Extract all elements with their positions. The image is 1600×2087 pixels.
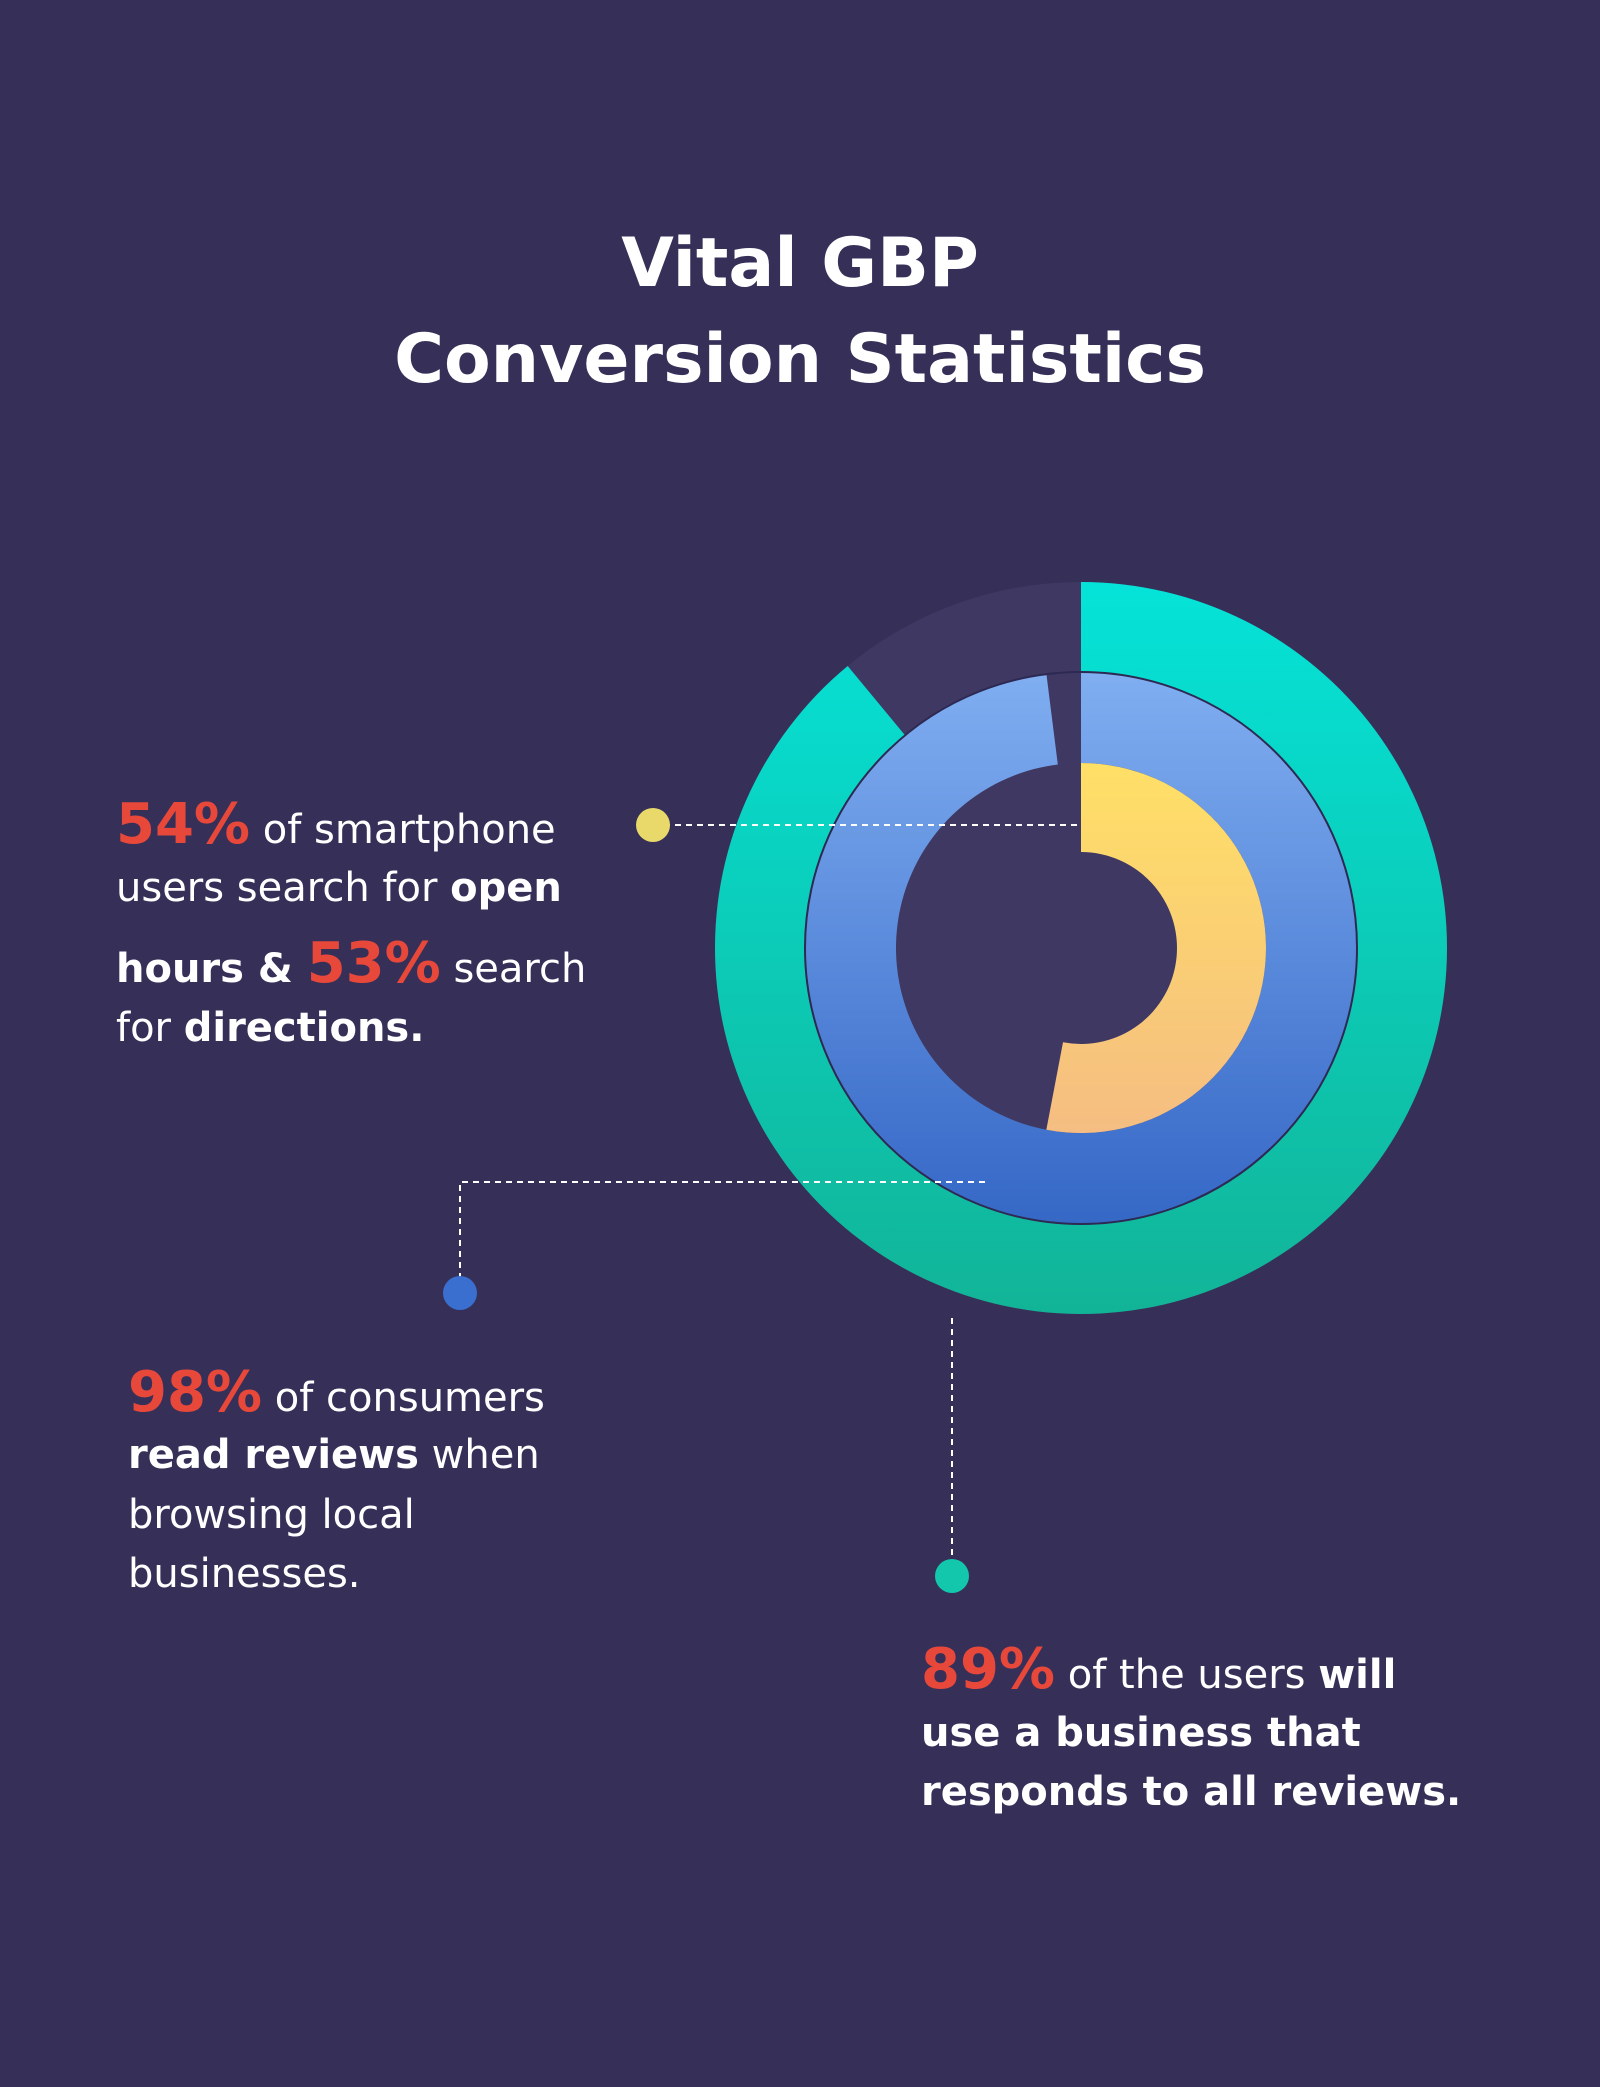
ring-segment: [804, 672, 1357, 1224]
annotation-line: 98% of consumers: [128, 1360, 545, 1425]
annotation-line: users search for open: [116, 865, 562, 911]
ring-segment: [1046, 763, 1266, 1133]
annotation-text: for: [116, 1005, 184, 1051]
stat-highlight: 53%: [307, 931, 441, 996]
annotation-line: browsing local: [128, 1492, 415, 1538]
ring-outline: [804, 671, 1358, 1225]
annotation-text: hours &: [116, 946, 307, 992]
annotation-text: will: [1318, 1652, 1396, 1698]
annotation-text: of smartphone: [250, 807, 556, 853]
annotation-text: when: [419, 1432, 540, 1478]
title-line: Conversion Statistics: [394, 320, 1206, 399]
annotation-line: 89% of the users will: [921, 1637, 1396, 1702]
stat-highlight: 98%: [128, 1360, 262, 1425]
annotation-line: hours & 53% search: [116, 931, 586, 996]
annotation-text: search: [441, 946, 587, 992]
annotation-line: read reviews when: [128, 1432, 540, 1478]
connector: [459, 1181, 985, 1291]
dot: [935, 1559, 969, 1593]
annotation-line: use a business that: [921, 1710, 1361, 1756]
radial-chart: [714, 582, 1447, 1314]
annotation-line: 54% of smartphone: [116, 792, 556, 857]
connectors: [459, 824, 1081, 1576]
annotation-text: read reviews: [128, 1432, 419, 1478]
annotations: 54% of smartphone users search for open ho…: [116, 792, 1461, 1815]
stat-highlight: 89%: [921, 1637, 1055, 1702]
annotation-line: businesses.: [128, 1551, 361, 1597]
annotation-text: use a business that: [921, 1710, 1361, 1756]
annotation-line: responds to all reviews.: [921, 1769, 1461, 1815]
annotation-line: for directions.: [116, 1005, 424, 1051]
annotation-text: businesses.: [128, 1551, 361, 1597]
annotation-text: users search for: [116, 865, 450, 911]
dot: [443, 1276, 477, 1310]
annotation-text: responds to all reviews.: [921, 1769, 1461, 1815]
dot: [636, 808, 670, 842]
annotation-text: directions.: [184, 1005, 425, 1051]
annotation-text: of consumers: [262, 1375, 545, 1421]
stat-highlight: 54%: [116, 792, 250, 857]
annotation-text: open: [450, 865, 562, 911]
annotation-text: browsing local: [128, 1492, 415, 1538]
title-line: Vital GBP: [621, 224, 979, 303]
annotation-text: of the users: [1055, 1652, 1318, 1698]
